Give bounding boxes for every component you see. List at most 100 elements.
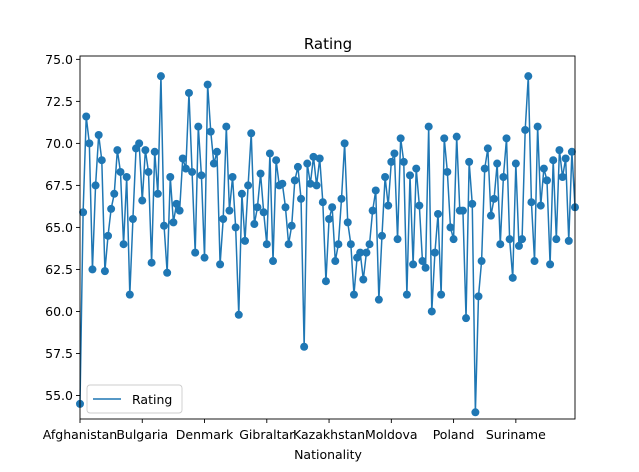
data-point [293,162,302,171]
data-point [471,408,480,417]
data-point [508,273,517,282]
data-point [493,159,502,168]
data-point [191,248,200,257]
data-point [356,248,365,257]
data-point [480,164,489,173]
data-point [256,169,265,178]
data-point [496,240,505,249]
data-point [321,277,330,286]
x-axis: Afghanistan Bulgaria Denmark GibraltarKazak… [43,419,546,442]
data-point [172,199,181,208]
data-point [306,179,315,188]
data-point [462,314,471,323]
data-point [318,198,327,207]
data-point [303,159,312,168]
data-point [259,208,268,217]
data-point [88,265,97,274]
data-point [421,263,430,272]
data-point [552,235,561,244]
data-point [399,157,408,166]
data-point [533,122,542,131]
data-point [178,154,187,163]
data-point [237,189,246,198]
data-point [153,189,162,198]
data-point [499,173,508,181]
data-point [219,215,228,224]
data-point [396,134,405,143]
data-point [216,260,225,269]
data-point [490,194,499,203]
y-tick-label: 55.0 [45,388,73,403]
y-tick-label: 75.0 [45,52,73,67]
data-point [107,204,116,213]
data-point [521,125,530,134]
y-tick-label: 67.5 [45,178,73,193]
data-point [197,171,206,180]
data-point [486,211,495,220]
x-tick-label: Moldova [365,427,418,442]
data-point [309,152,318,161]
data-point [287,221,296,230]
data-point [524,72,533,81]
x-tick-label: Poland [433,427,475,442]
data-point [122,173,131,181]
data-point [150,147,159,156]
data-point [100,267,109,276]
x-tick-label: Gibraltar [239,427,295,442]
data-point [200,253,209,262]
data-point [119,240,128,249]
data-point [272,156,281,165]
data-point [452,132,461,141]
data-point [250,220,259,229]
data-point [203,80,212,89]
data-point [542,176,551,185]
data-point [539,164,548,173]
data-point [340,139,349,148]
data-point [281,203,290,212]
data-point [290,176,299,185]
data-point [312,181,321,190]
data-point [393,235,402,244]
data-point [446,223,455,232]
y-tick-label: 62.5 [45,262,73,277]
data-point [402,290,411,299]
data-point [514,241,523,250]
data-point [325,215,334,224]
data-point [415,201,424,210]
data-point [406,171,414,180]
x-tick-label: Kazakhstan [293,427,365,442]
x-tick-label: Denmark [176,427,234,442]
data-point [555,146,564,155]
data-point [79,208,88,217]
data-point [91,181,100,190]
data-point [546,260,555,269]
data-point [458,206,467,215]
legend-label-rating: Rating [132,392,172,407]
plot-area [76,72,579,417]
y-tick-label: 70.0 [45,136,73,151]
data-point [225,206,234,215]
data-point [116,167,125,176]
data-point [412,164,421,173]
series-line-rating [79,75,576,414]
data-point [437,290,446,299]
data-point [368,206,377,215]
data-point [222,122,231,131]
data-point [160,221,169,230]
data-point [477,257,486,266]
data-point [244,181,253,190]
chart-title: Rating [304,35,352,53]
data-point [346,240,355,249]
data-point [104,231,113,240]
y-axis: 55.0 57.5 60.0 62.5 65.0 67.5 70.0 72.5 75.0 [45,52,80,403]
data-point [297,194,306,203]
data-point [300,342,309,351]
data-point [241,236,249,245]
data-point [527,198,536,207]
data-point [206,127,215,136]
data-point [234,310,243,319]
data-point [175,206,184,215]
data-point [228,173,237,181]
data-point [128,215,137,224]
data-point [284,240,293,249]
